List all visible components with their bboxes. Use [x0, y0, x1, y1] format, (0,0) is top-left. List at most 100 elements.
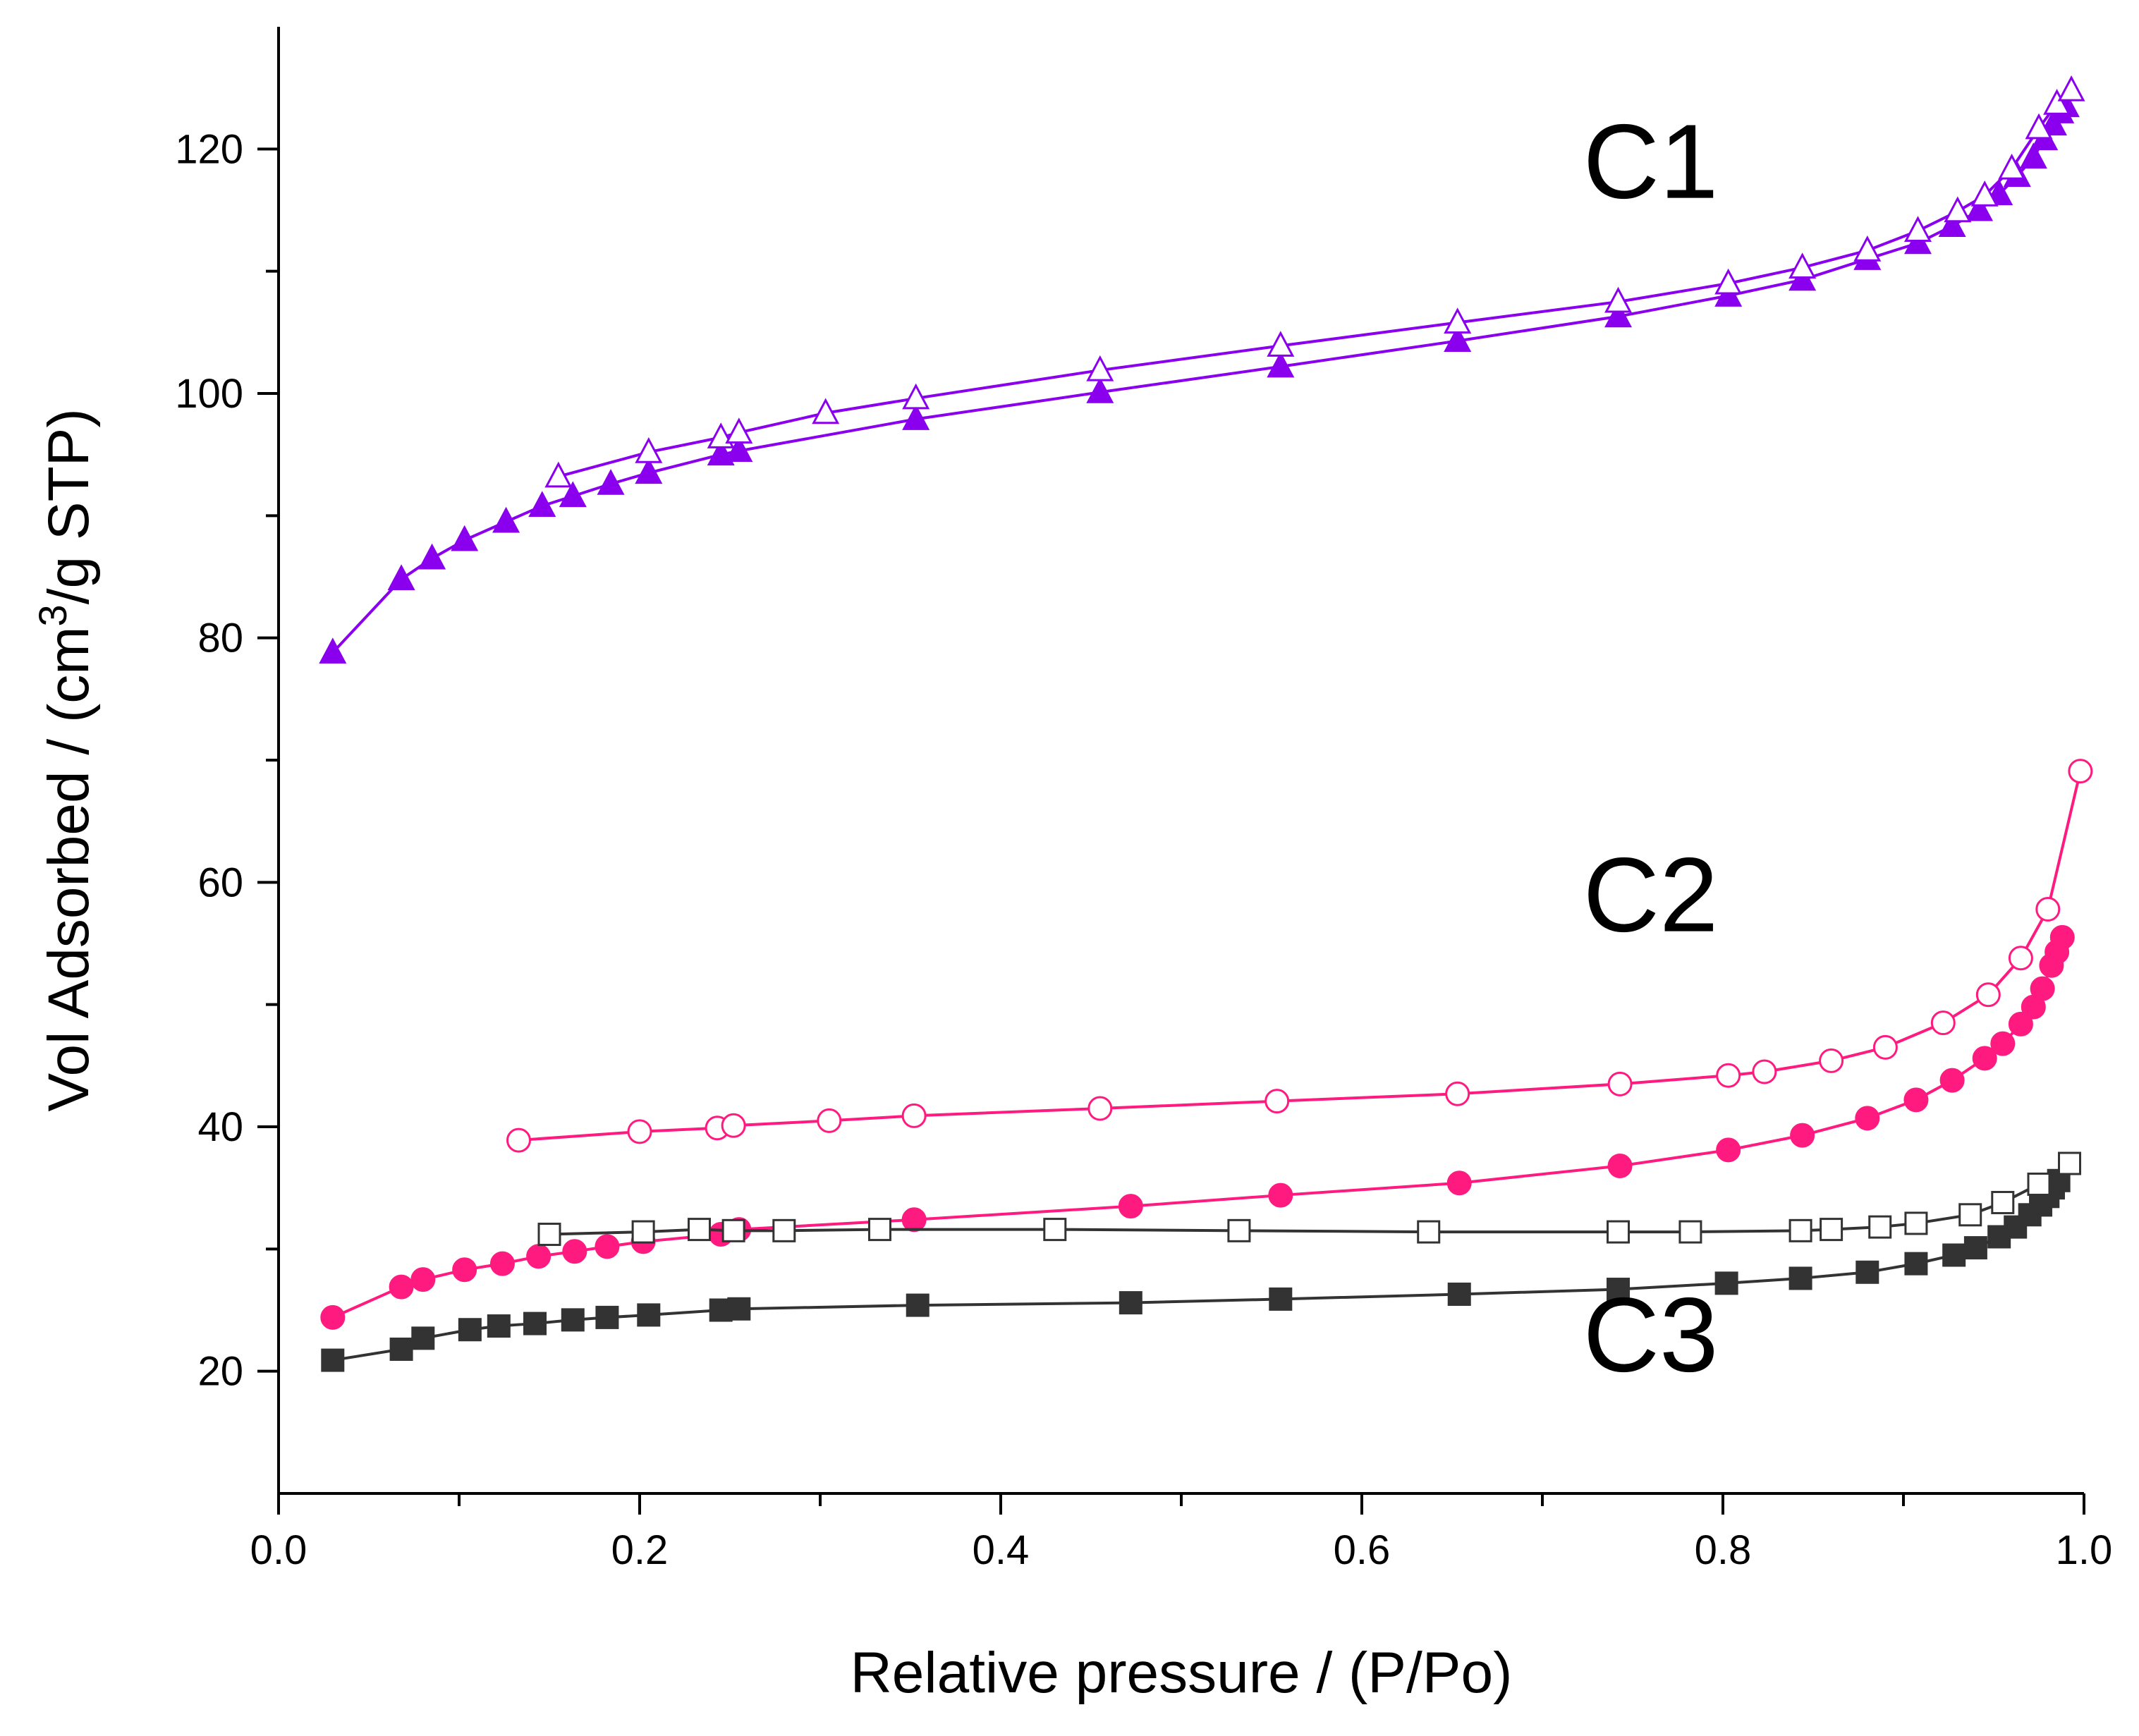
data-point	[1855, 1260, 1879, 1284]
data-point	[595, 1305, 619, 1329]
data-point	[2019, 142, 2047, 169]
data-point	[721, 1113, 746, 1138]
y-tick-label: 100	[175, 371, 243, 417]
series-layer	[319, 75, 2093, 1372]
data-point	[1788, 1266, 1812, 1290]
data-point	[595, 1234, 620, 1259]
data-point	[1788, 252, 1817, 279]
data-point	[1607, 1153, 1633, 1178]
y-axis-ticks: 20 40 60 80 100 120	[175, 126, 279, 1395]
y-axis-title: Vol Adsorbed / (cm3/g STP)	[30, 408, 102, 1111]
y-axis-title-superscript: 3	[30, 604, 75, 626]
series-label-c2: C2	[1583, 836, 1719, 954]
data-point	[725, 436, 753, 462]
x-tick-label: 0.4	[973, 1527, 1030, 1573]
data-point	[2008, 946, 2033, 971]
data-point	[1087, 1096, 1113, 1121]
data-point	[389, 1337, 413, 1361]
data-point	[452, 1257, 477, 1283]
data-point	[725, 417, 753, 444]
data-point	[1868, 1215, 1892, 1239]
data-point	[1264, 1089, 1290, 1114]
data-point	[1607, 1220, 1631, 1244]
data-point	[1086, 355, 1114, 381]
data-point	[1939, 1068, 1965, 1093]
series-c1-desorption	[544, 75, 2085, 488]
data-point	[772, 1218, 796, 1242]
data-point	[2049, 924, 2075, 950]
x-tick-label: 0.6	[1334, 1527, 1391, 1573]
data-point	[1790, 1123, 1815, 1148]
data-point	[1714, 1271, 1738, 1295]
data-point	[319, 637, 347, 664]
data-point	[1446, 1170, 1472, 1196]
data-point	[817, 1108, 842, 1133]
data-point	[1904, 1211, 1928, 1235]
y-tick-label: 80	[197, 616, 243, 661]
x-tick-label: 1.0	[2056, 1527, 2113, 1573]
series-line	[331, 105, 2067, 654]
data-point	[2058, 1151, 2082, 1175]
data-point	[1444, 326, 1472, 352]
data-point	[1944, 196, 1972, 223]
data-point	[528, 491, 556, 517]
y-tick-label: 40	[197, 1104, 243, 1150]
x-tick-label: 0.2	[611, 1527, 669, 1573]
data-point	[1855, 1106, 1880, 1131]
data-point	[637, 1303, 661, 1327]
data-point	[537, 1223, 561, 1247]
data-point	[523, 1312, 547, 1335]
data-point	[1447, 1282, 1471, 1306]
data-point	[687, 1218, 711, 1242]
x-tick-label: 0.0	[250, 1527, 307, 1573]
y-tick-label: 20	[197, 1349, 243, 1395]
data-point	[1417, 1220, 1441, 1244]
data-point	[901, 1103, 927, 1128]
data-point	[1716, 1063, 1741, 1088]
data-point	[2068, 759, 2093, 784]
data-point	[627, 1119, 652, 1144]
y-axis-title-unit: /g STP)	[37, 408, 101, 604]
data-point	[1444, 307, 1472, 334]
data-point	[1972, 1046, 1997, 1071]
data-point	[867, 1218, 891, 1242]
data-point	[544, 461, 573, 488]
data-point	[727, 1297, 751, 1321]
data-point	[1445, 1081, 1470, 1106]
data-point	[812, 398, 840, 424]
data-point	[2008, 1011, 2033, 1037]
data-point	[561, 1308, 585, 1332]
data-point	[411, 1326, 435, 1350]
data-point	[2043, 89, 2071, 115]
data-point	[1930, 1010, 1956, 1036]
data-point	[489, 1251, 515, 1276]
data-point	[1604, 286, 1633, 313]
series-c3-desorption	[537, 1151, 2082, 1247]
data-point	[1043, 1218, 1067, 1242]
data-point	[1819, 1048, 1844, 1073]
data-point	[451, 525, 479, 551]
data-point	[635, 437, 663, 463]
series-c1-adsorption	[319, 91, 2080, 664]
data-point	[1752, 1059, 1777, 1084]
series-c3-adsorption	[321, 1168, 2071, 1372]
data-point	[1267, 331, 1295, 357]
series-label-c1: C1	[1583, 102, 1719, 221]
data-point	[901, 1207, 927, 1233]
data-point	[1227, 1218, 1251, 1242]
data-point	[1903, 216, 1932, 242]
data-point	[526, 1244, 551, 1269]
series-line	[558, 89, 2073, 478]
data-point	[320, 1304, 346, 1330]
x-axis-ticks: 0.0 0.2 0.4 0.6 0.8 1.0	[250, 1493, 2113, 1573]
data-point	[1119, 1291, 1142, 1315]
data-point	[2027, 1172, 2051, 1196]
data-point	[1975, 982, 2001, 1008]
data-point	[1853, 236, 1882, 262]
data-point	[721, 1218, 745, 1242]
data-point	[1678, 1220, 1702, 1244]
data-point	[559, 481, 587, 508]
data-point	[1604, 301, 1633, 328]
data-point	[1998, 153, 2026, 180]
